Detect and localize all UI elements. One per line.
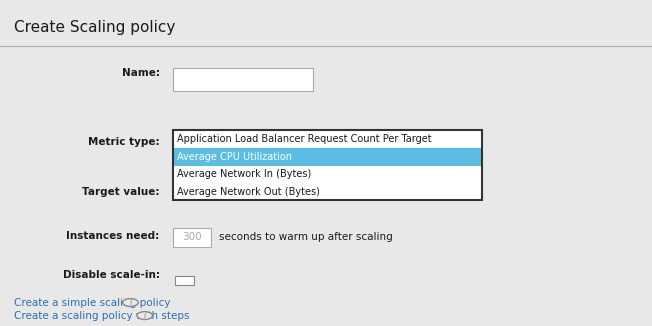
Text: Average CPU Utilization: Average CPU Utilization (177, 152, 292, 162)
Text: Metric type:: Metric type: (88, 137, 160, 147)
Text: i: i (143, 311, 146, 320)
Bar (173, 68, 313, 91)
Text: Create Scaling policy: Create Scaling policy (14, 20, 176, 35)
Ellipse shape (123, 299, 138, 306)
Text: Instances need:: Instances need: (67, 231, 160, 241)
Bar (173, 130, 482, 200)
Text: Target value:: Target value: (82, 187, 160, 197)
Text: Average Network Out (Bytes): Average Network Out (Bytes) (177, 187, 320, 197)
Bar (173, 228, 211, 247)
Text: Application Load Balancer Request Count Per Target: Application Load Balancer Request Count … (177, 134, 432, 144)
Bar (175, 276, 194, 285)
Text: 300: 300 (182, 232, 201, 242)
Text: Average Network In (Bytes): Average Network In (Bytes) (177, 170, 312, 179)
Text: Create a scaling policy with steps: Create a scaling policy with steps (14, 311, 190, 320)
Text: seconds to warm up after scaling: seconds to warm up after scaling (219, 232, 393, 242)
Text: Disable scale-in:: Disable scale-in: (63, 271, 160, 280)
Text: i: i (129, 298, 132, 307)
Text: Create a simple scaling policy: Create a simple scaling policy (14, 298, 171, 307)
Ellipse shape (137, 312, 153, 319)
Bar (173, 148, 482, 166)
Bar (173, 130, 482, 200)
Text: Name:: Name: (122, 68, 160, 78)
